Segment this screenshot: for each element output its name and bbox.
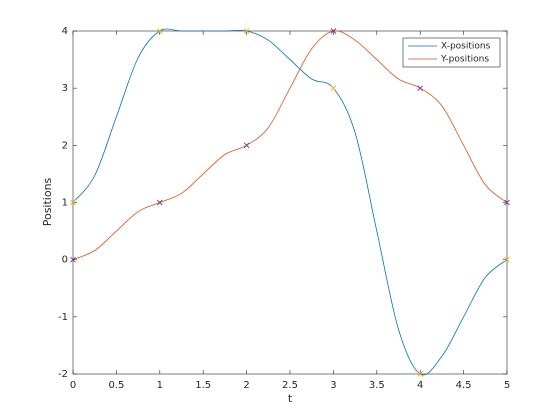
x-tick-label: 2.5: [282, 380, 298, 391]
series-line: [72, 28, 508, 376]
series-line: [72, 30, 508, 261]
x-axis-label: t: [288, 392, 293, 405]
point-marker: [243, 28, 250, 34]
y-tick-label: 2: [62, 140, 68, 151]
legend-label: Y-positions: [440, 55, 489, 65]
y-tick-label: 4: [62, 26, 68, 37]
point-marker: [156, 28, 163, 34]
x-tick-label: 1: [157, 380, 163, 391]
point-marker: [330, 28, 337, 34]
legend-box: [402, 37, 501, 68]
x-tick-label: 5: [504, 380, 510, 391]
x-tick-label: 1.5: [195, 380, 211, 391]
point-marker: [417, 371, 424, 377]
point-marker: [330, 85, 337, 91]
point-marker: [70, 256, 76, 263]
plot-box: [72, 30, 508, 375]
x-tick-label: 4.5: [456, 380, 472, 391]
y-tick-label: 0: [62, 255, 68, 266]
point-marker: [504, 199, 510, 206]
y-tick-label: 1: [62, 198, 68, 209]
y-tick-label: -2: [58, 369, 68, 380]
legend: X-positions Y-positions: [402, 37, 501, 68]
point-marker: [156, 199, 163, 206]
x-tick-label: 3.5: [369, 380, 385, 391]
point-marker: [417, 85, 424, 91]
x-tick-label: 3: [330, 380, 336, 391]
x-tick-label: 4: [417, 380, 423, 391]
y-axis-label: Positions: [41, 177, 54, 226]
point-marker: [243, 142, 250, 149]
y-tick-label: 3: [62, 83, 68, 94]
point-marker: [504, 256, 510, 263]
y-tick-label: -1: [58, 312, 68, 323]
point-marker: [70, 199, 76, 206]
x-tick-label: 0.5: [108, 380, 124, 391]
x-tick-label: 2: [243, 380, 249, 391]
legend-label: X-positions: [441, 42, 491, 52]
x-tick-label: 0: [70, 380, 76, 391]
